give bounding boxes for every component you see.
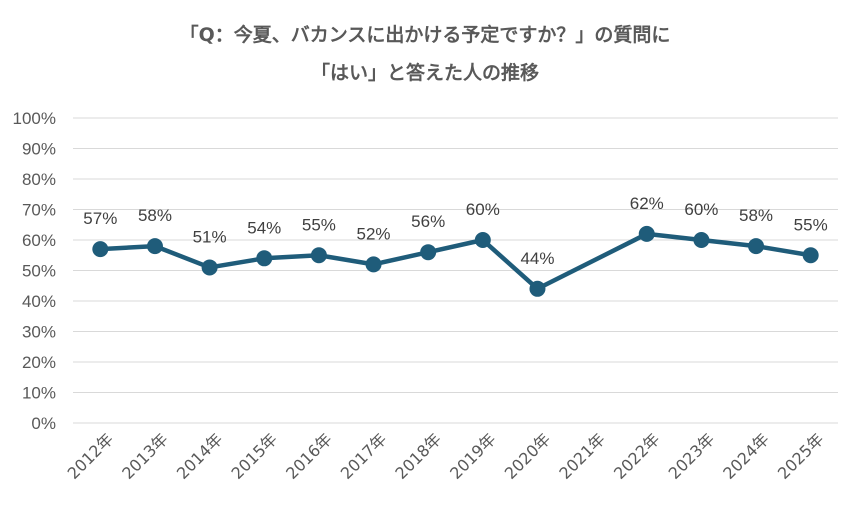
y-tick-label: 10%: [22, 384, 56, 403]
y-tick-label: 90%: [22, 140, 56, 159]
data-labels: 57% 58% 51% 54% 55% 52% 56% 60% 44% 62% 60% 58% 55%: [83, 194, 827, 268]
data-point: [529, 280, 546, 297]
y-tick-label: 100%: [13, 109, 56, 128]
x-tick-label: 2024年: [719, 429, 773, 483]
y-tick-label: 20%: [22, 353, 56, 372]
chart-title-line2: 「はい」と答えた人の推移: [310, 62, 539, 84]
data-point: [310, 247, 327, 264]
data-label: 60%: [466, 200, 500, 219]
y-tick-label: 80%: [22, 170, 56, 189]
data-point: [365, 256, 382, 273]
x-tick-label: 2018年: [391, 429, 445, 483]
y-tick-label: 30%: [22, 323, 56, 342]
x-tick-label: 2017年: [337, 429, 391, 483]
data-label: 52%: [357, 224, 391, 243]
data-point: [420, 244, 437, 261]
data-point: [693, 232, 710, 248]
data-label: 62%: [630, 194, 664, 213]
data-label: 56%: [411, 212, 445, 231]
data-label: 44%: [520, 249, 554, 268]
x-tick-label: 2015年: [228, 429, 282, 483]
chart-title-line1: 「Q：今夏、バカンスに出かける予定ですか？」の質問に: [179, 24, 671, 46]
x-tick-label: 2013年: [118, 429, 172, 483]
x-tick-label: 2025年: [774, 429, 828, 483]
data-point: [638, 225, 655, 242]
y-tick-label: 60%: [22, 231, 56, 250]
data-point: [256, 250, 273, 267]
data-label: 58%: [739, 206, 773, 225]
x-tick-label: 2023年: [665, 429, 719, 483]
x-tick-label: 2020年: [501, 429, 555, 483]
gridlines: [73, 117, 838, 424]
data-label: 57%: [83, 209, 117, 228]
x-axis: 2012年 2013年 2014年 2015年 2016年 2017年 2018年 2019年…: [64, 429, 828, 483]
data-label: 51%: [193, 227, 227, 246]
data-point: [748, 238, 765, 255]
data-point: [146, 238, 163, 255]
y-tick-label: 0%: [31, 414, 56, 433]
x-tick-label: 2014年: [173, 429, 227, 483]
data-point: [201, 259, 218, 276]
data-point: [92, 241, 109, 258]
data-point: [474, 232, 491, 248]
x-tick-label: 2016年: [282, 429, 336, 483]
data-label: 55%: [302, 215, 336, 234]
data-label: 54%: [247, 218, 281, 237]
x-tick-label: 2022年: [610, 429, 664, 483]
y-tick-label: 70%: [22, 201, 56, 220]
data-label: 55%: [794, 215, 828, 234]
y-tick-label: 50%: [22, 262, 56, 281]
series-line: [92, 225, 819, 297]
x-tick-label: 2021年: [555, 429, 609, 483]
y-axis: 0% 10% 20% 30% 40% 50% 60% 70% 80% 90% 100%: [13, 109, 56, 433]
x-tick-label: 2019年: [446, 429, 500, 483]
data-label: 58%: [138, 206, 172, 225]
data-point: [802, 247, 819, 264]
y-tick-label: 40%: [22, 292, 56, 311]
x-tick-label: 2012年: [64, 429, 118, 483]
data-label: 60%: [684, 200, 718, 219]
